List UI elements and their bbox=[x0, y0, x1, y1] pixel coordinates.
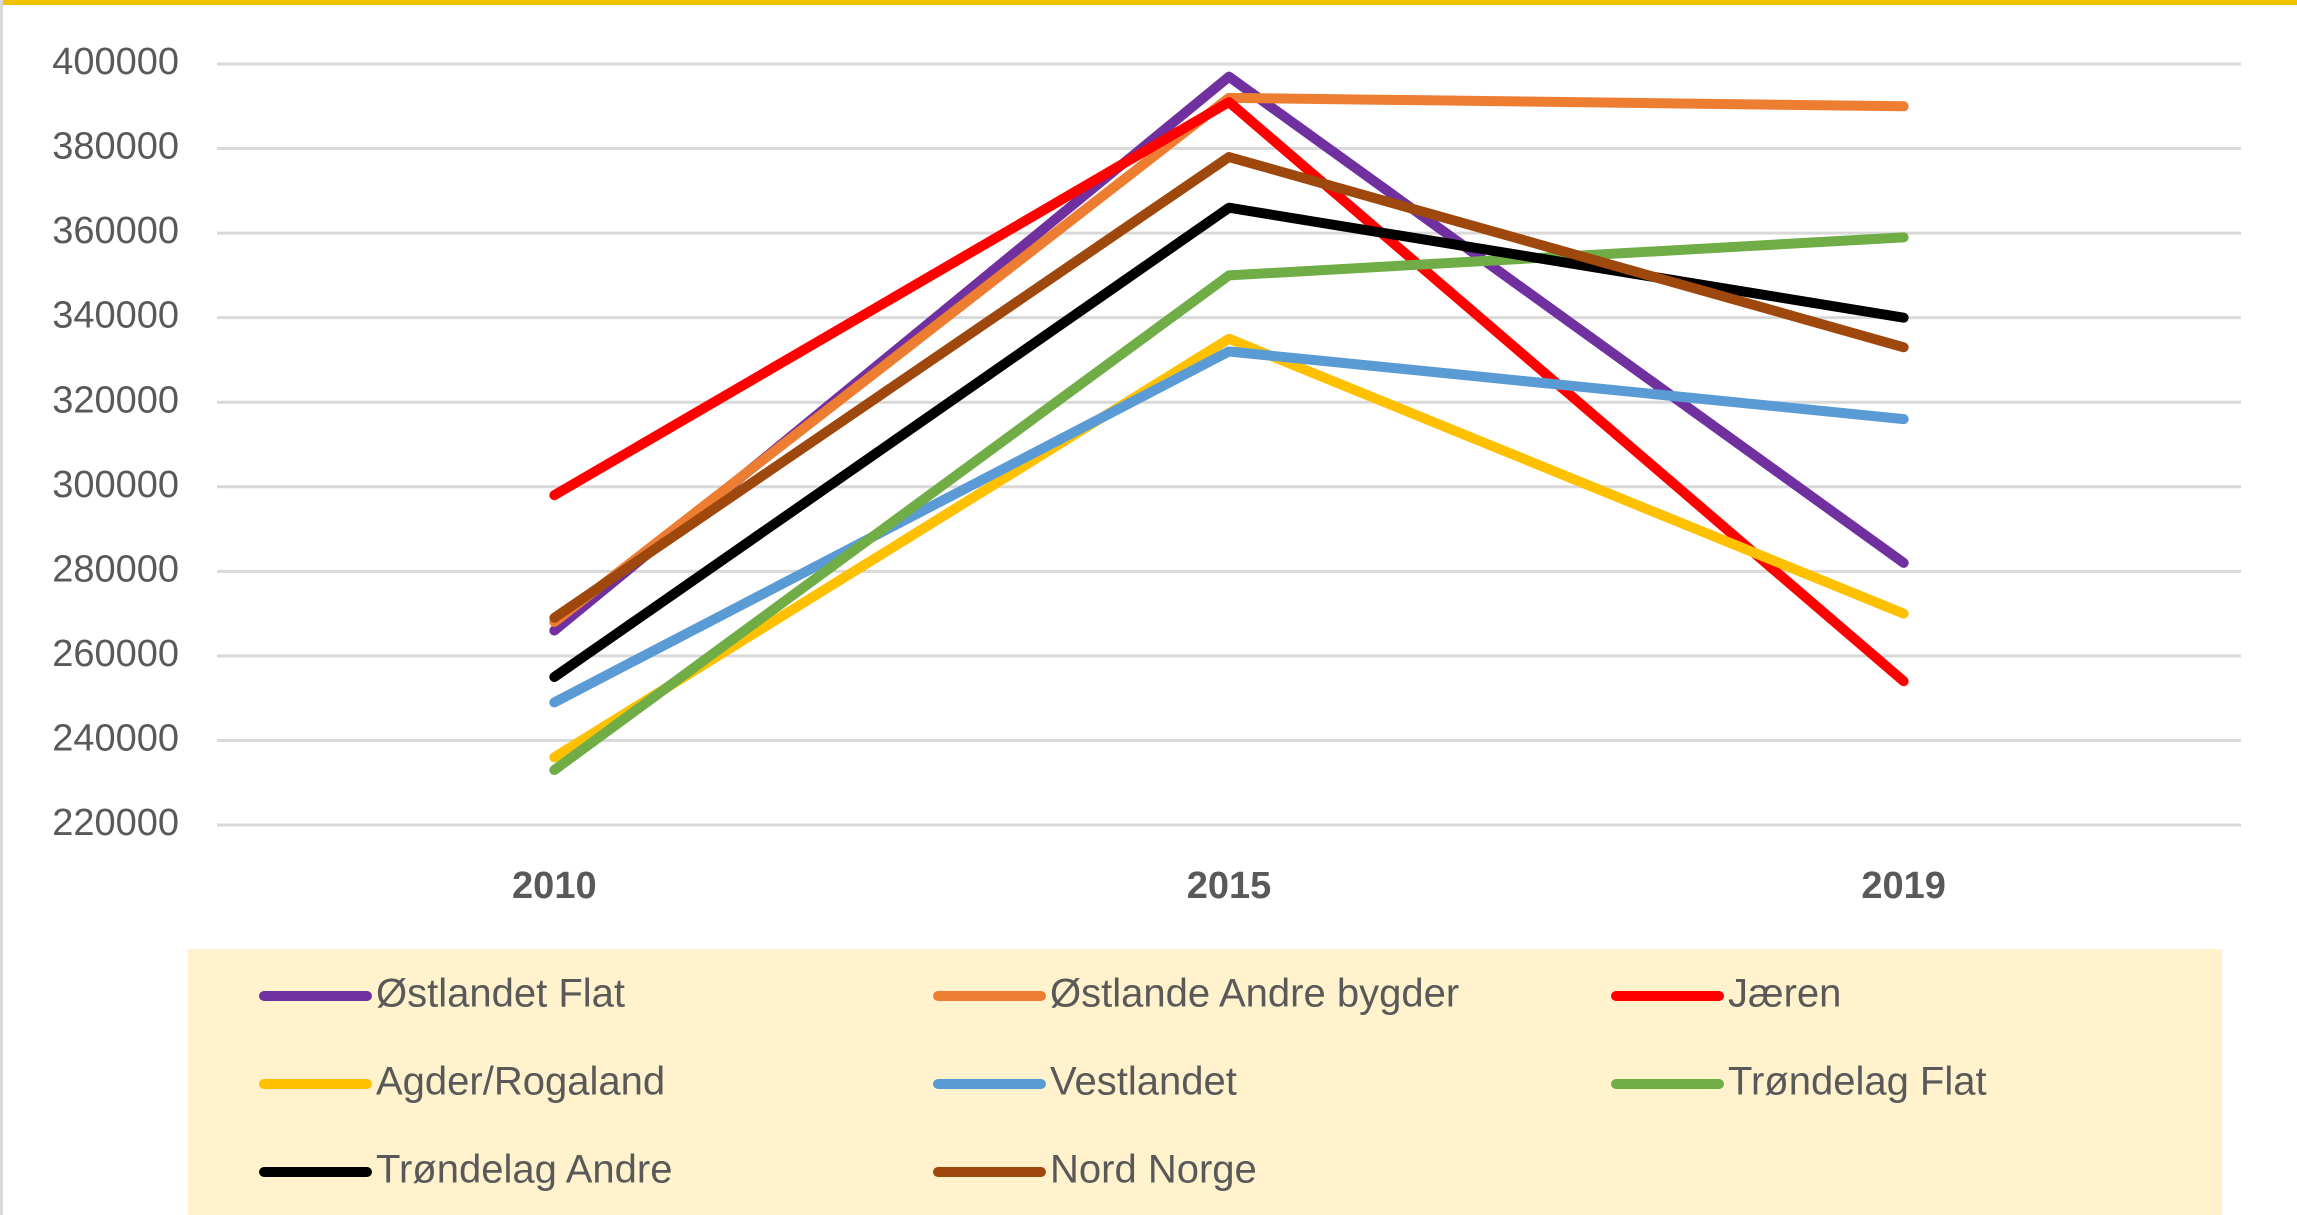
series-line bbox=[549, 346, 1909, 708]
series-line bbox=[549, 333, 1909, 763]
series-line bbox=[549, 97, 1909, 687]
x-tick-label: 2010 bbox=[512, 865, 597, 907]
legend-label: Trøndelag Flat bbox=[1728, 1060, 1987, 1104]
y-tick-label: 400000 bbox=[52, 41, 179, 83]
y-tick-label: 300000 bbox=[52, 464, 179, 506]
x-tick-label: 2015 bbox=[1187, 865, 1272, 907]
y-tick-label: 380000 bbox=[52, 126, 179, 168]
legend-label: Agder/Rogaland bbox=[376, 1060, 665, 1104]
y-tick-label: 360000 bbox=[52, 210, 179, 252]
legend-label: Østlandet Flat bbox=[376, 972, 625, 1016]
y-tick-label: 240000 bbox=[52, 717, 179, 759]
x-tick-label: 2019 bbox=[1861, 865, 1946, 907]
left-border bbox=[0, 0, 3, 1215]
legend-label: Jæren bbox=[1728, 972, 1841, 1016]
legend-label: Østlande Andre bygder bbox=[1050, 972, 1459, 1016]
y-tick-label: 280000 bbox=[52, 548, 179, 590]
legend-box bbox=[188, 949, 2222, 1215]
y-tick-label: 340000 bbox=[52, 295, 179, 337]
y-tick-label: 320000 bbox=[52, 379, 179, 421]
y-tick-label: 260000 bbox=[52, 633, 179, 675]
top-border bbox=[0, 0, 2297, 5]
series-line bbox=[549, 232, 1909, 776]
legend-label: Vestlandet bbox=[1050, 1060, 1237, 1104]
legend-label: Trøndelag Andre bbox=[376, 1148, 672, 1192]
series-line bbox=[549, 152, 1909, 623]
legend-label: Nord Norge bbox=[1050, 1148, 1257, 1192]
y-tick-label: 220000 bbox=[52, 802, 179, 844]
